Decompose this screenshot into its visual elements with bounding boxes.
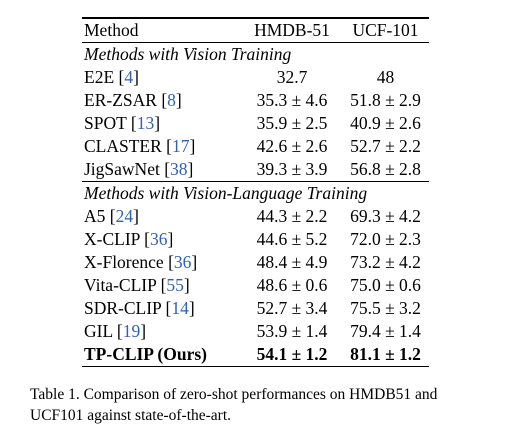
method-label: ER-ZSAR [84,89,157,110]
hmdb-value: 44.3 ± 2.2 [256,205,328,226]
hmdb-value: 48.6 ± 0.6 [256,274,328,295]
method-label: X-Florence [84,251,164,272]
method-name: X-Florence [36] [84,251,198,272]
table-row: X-Florence [36] 48.4 ± 4.9 73.2 ± 4.2 [82,251,429,274]
method-label: JigSawNet [84,158,160,179]
ours-row: TP-CLIP (Ours) 54.1 ± 1.2 81.1 ± 1.2 [82,343,429,366]
citation-link[interactable]: 36 [173,251,192,272]
citation-link[interactable]: 36 [149,228,168,249]
method-name: JigSawNet [38] [84,158,194,179]
citation-link[interactable]: 14 [171,297,189,318]
ucf-value: 79.4 ± 1.4 [350,320,421,341]
ucf-value: 48 [376,66,395,87]
citation-link[interactable]: 17 [172,135,190,156]
hmdb-value: 52.7 ± 3.4 [256,297,328,318]
method-label: SDR-CLIP [84,297,162,318]
table-caption: Table 1. Comparison of zero-shot perform… [30,386,438,424]
header-ucf: UCF-101 [352,19,419,40]
table-row: SPOT [13] 35.9 ± 2.5 40.9 ± 2.6 [82,112,429,135]
hmdb-value: 35.9 ± 2.5 [256,112,328,133]
method-label: SPOT [84,112,127,133]
ucf-value: 72.0 ± 2.3 [350,228,421,249]
method-label: E2E [84,66,115,87]
citation-link[interactable]: 24 [115,205,134,226]
citation-link[interactable]: 19 [122,320,141,341]
ours-method: TP-CLIP (Ours) [84,343,207,364]
hmdb-value: 35.3 ± 4.6 [256,89,328,110]
header-hmdb: HMDB-51 [254,19,330,40]
ucf-value: 75.5 ± 3.2 [350,297,421,318]
method-label: Vita-CLIP [84,274,157,295]
method-name: Vita-CLIP [55] [84,274,190,295]
section-vision-language-rows: A5 [24] 44.3 ± 2.2 69.3 ± 4.2 X-CLIP [36] 44… [82,205,429,343]
table-row: GIL [19] 53.9 ± 1.4 79.4 ± 1.4 [82,320,429,343]
section-rule [82,180,429,182]
method-name: SDR-CLIP [14] [84,297,195,318]
method-label: GIL [84,320,113,341]
hmdb-value: 44.6 ± 5.2 [256,228,328,249]
ucf-value: 51.8 ± 2.9 [350,89,421,110]
header-row: Method HMDB-51 UCF-101 [82,19,429,42]
table-row: JigSawNet [38] 39.3 ± 3.9 56.8 ± 2.8 [82,158,429,181]
method-label: A5 [84,205,106,226]
table-row: ER-ZSAR [8] 35.3 ± 4.6 51.8 ± 2.9 [82,89,429,112]
method-name: SPOT [13] [84,112,161,133]
table-row: Vita-CLIP [55] 48.6 ± 0.6 75.0 ± 0.6 [82,274,429,297]
section-vision-rows: E2E [4] 32.7 48 ER-ZSAR [8] 35.3 ± 4.6 51.8 ±… [82,66,429,181]
bottom-rule [82,365,429,368]
table-row: CLASTER [17] 42.6 ± 2.6 52.7 ± 2.2 [82,135,429,158]
method-name: E2E [4] [84,66,139,87]
top-rule [82,17,429,19]
table-row: X-CLIP [36] 44.6 ± 5.2 72.0 ± 2.3 [82,228,429,251]
table-row: E2E [4] 32.7 48 [82,66,429,89]
citation-link[interactable]: 13 [136,112,155,133]
hmdb-value: 48.4 ± 4.9 [256,251,328,272]
ours-hmdb: 54.1 ± 1.2 [256,343,328,364]
ucf-value: 52.7 ± 2.2 [350,135,421,156]
ours-ucf: 81.1 ± 1.2 [350,343,421,364]
citation-link[interactable]: 38 [170,158,188,179]
method-label: CLASTER [84,135,162,156]
ucf-value: 69.3 ± 4.2 [350,205,421,226]
table-row: A5 [24] 44.3 ± 2.2 69.3 ± 4.2 [82,205,429,228]
table-row: SDR-CLIP [14] 52.7 ± 3.4 75.5 ± 3.2 [82,297,429,320]
ucf-value: 40.9 ± 2.6 [350,112,421,133]
method-label: X-CLIP [84,228,140,249]
hmdb-value: 39.3 ± 3.9 [256,158,328,179]
ucf-value: 56.8 ± 2.8 [350,158,421,179]
section-title-vision-language: Methods with Vision-Language Training [84,182,368,203]
method-name: CLASTER [17] [84,135,196,156]
results-table: Method HMDB-51 UCF-101 Methods with Visi… [82,17,429,368]
method-name: X-CLIP [36] [84,228,174,249]
citation-link[interactable]: 55 [166,274,184,295]
section-title-vision: Methods with Vision Training [84,43,292,64]
header-rule [82,41,429,43]
hmdb-value: 42.6 ± 2.6 [256,135,328,156]
citation-link[interactable]: 4 [124,66,134,87]
ucf-value: 75.0 ± 0.6 [350,274,421,295]
method-name: A5 [24] [84,205,139,226]
ucf-value: 73.2 ± 4.2 [350,251,421,272]
citation-link[interactable]: 8 [167,89,176,110]
method-name: GIL [19] [84,320,147,341]
hmdb-value: 32.7 [276,66,308,87]
header-method: Method [84,19,139,40]
hmdb-value: 53.9 ± 1.4 [256,320,328,341]
method-name: ER-ZSAR [8] [84,89,182,110]
